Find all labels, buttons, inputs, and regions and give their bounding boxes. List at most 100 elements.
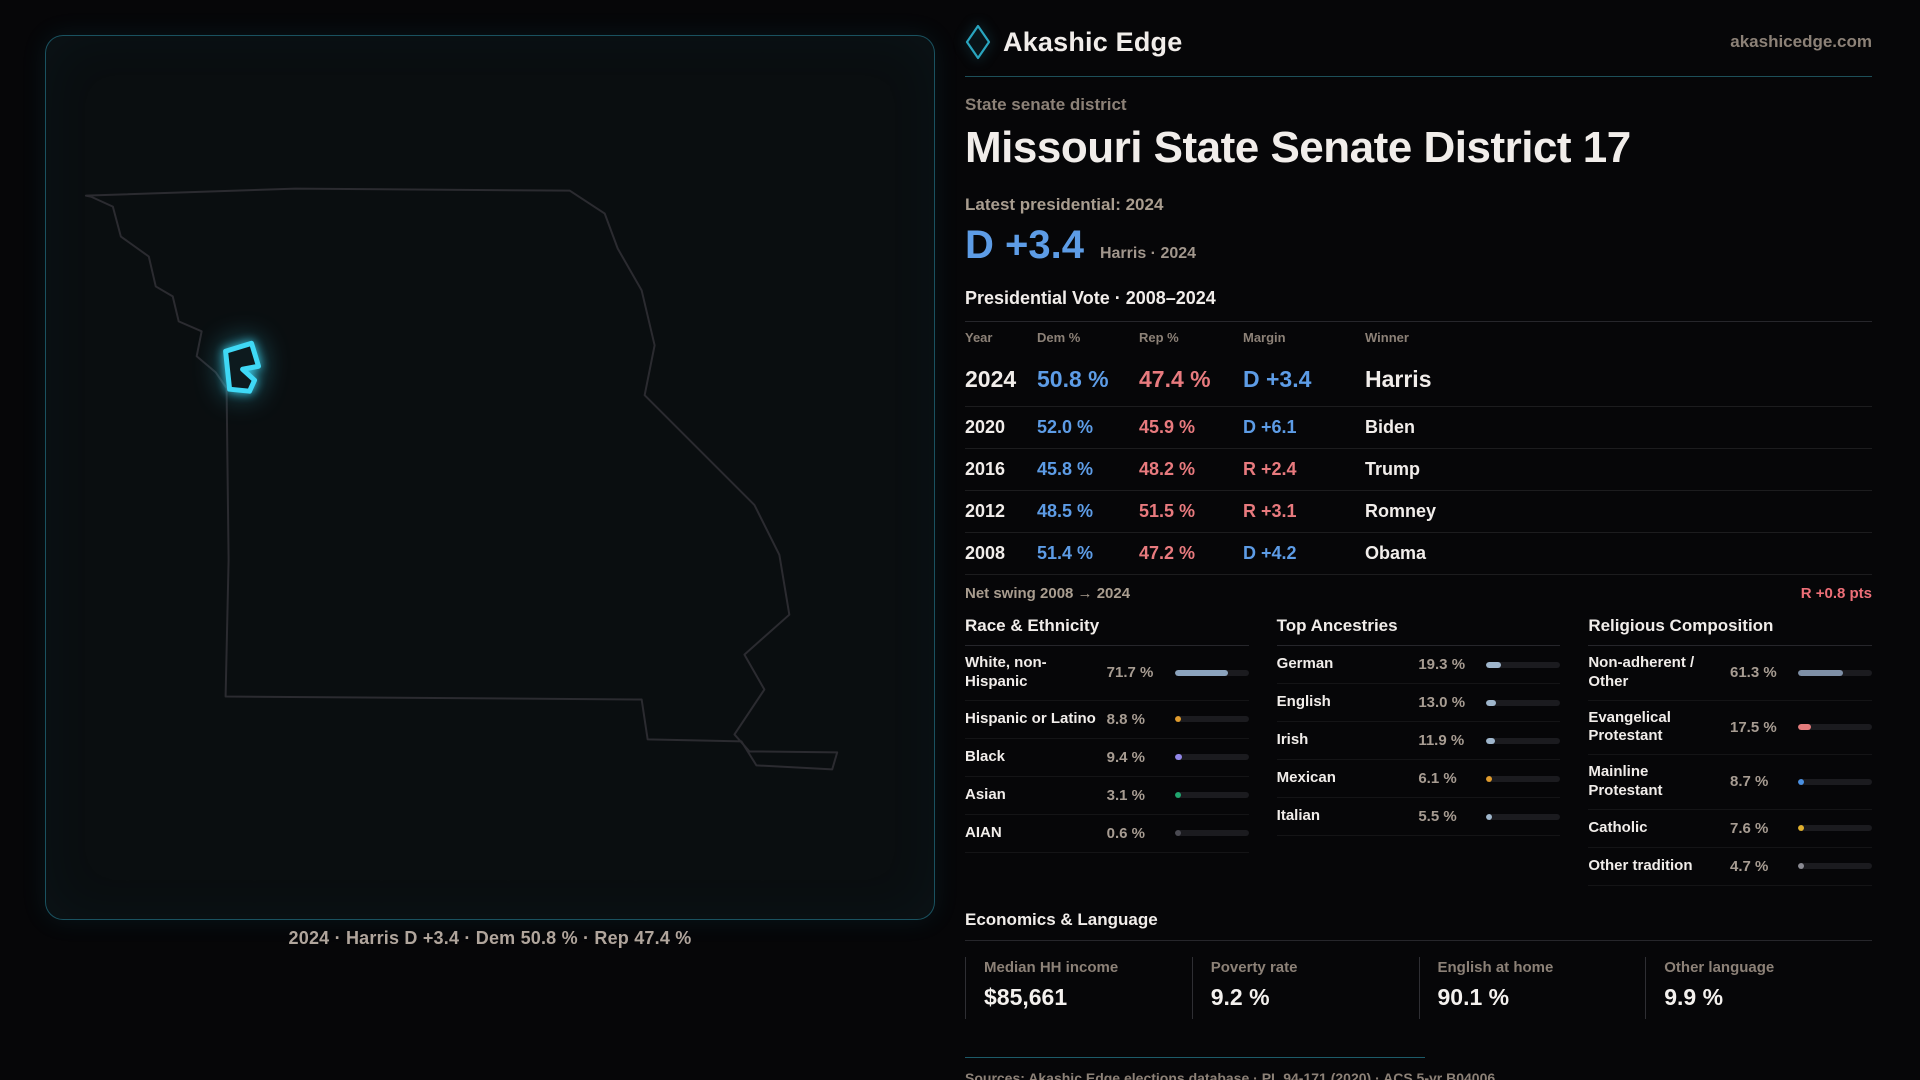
vote-winner: Biden [1365,417,1416,437]
demo-bar-fill [1174,754,1182,760]
demo-column: Race & Ethnicity White, non-Hispanic 71.7 … [965,616,1249,886]
brand-name: Akashic Edge [1003,26,1183,57]
stat-label: Other language [1664,958,1775,976]
site-link[interactable]: akashicedge.com [1730,32,1872,51]
stat-cell: Median HH income $85,661 [965,956,1192,1019]
demo-bar-fill [1174,669,1228,676]
demo-bar-fill [1486,661,1501,668]
vote-winner: Trump [1365,459,1421,479]
demo-bar-track [1174,754,1249,760]
vote-rep-pct: 45.9 % [1139,417,1196,437]
headline-result: D +3.4 Harris · 2024 [965,223,1872,268]
col-rep: Rep % [1139,330,1179,345]
demo-bar-track [1174,792,1249,798]
brand: Akashic Edge [965,24,1182,60]
demo-bar-fill [1797,863,1804,869]
kicker-label: State senate district [965,95,1127,114]
demo-bar-track [1797,863,1872,869]
vote-year: 2012 [965,501,1006,521]
vote-margin: D +6.1 [1243,417,1297,437]
vote-row: 2012 48.5 % 51.5 % R +3.1 Romney [965,491,1872,533]
demo-row: Mexican 6.1 % [1276,760,1561,798]
vote-winner: Obama [1365,543,1427,563]
demo-value: 19.3 % [1418,656,1466,673]
latest-presidential-label: Latest presidential: 2024 [965,195,1164,214]
demo-row: Asian 3.1 % [965,777,1249,815]
vote-rep-pct: 47.4 % [1139,366,1211,392]
demo-label: White, non-Hispanic [965,654,1047,690]
demo-bar-track [1486,737,1561,744]
demo-bar-fill [1486,699,1496,706]
demo-bar-track [1174,830,1249,836]
demo-row: White, non-Hispanic 71.7 % [965,646,1249,701]
demo-value: 3.1 % [1106,786,1146,804]
demo-bar-track [1174,669,1249,676]
demo-label: Catholic [1588,818,1648,836]
vote-dem-pct: 51.4 % [1037,543,1094,563]
stat-label: Poverty rate [1210,958,1298,976]
demo-row: Non-adherent / Other 61.3 % [1588,646,1872,701]
vote-year: 2020 [965,417,1006,437]
demo-column: Top Ancestries German 19.3 % English 13.0 % I… [1276,616,1561,886]
demo-label: Mainline Protestant [1588,763,1663,799]
demo-bar-fill [1797,825,1804,831]
demo-value: 13.0 % [1418,694,1466,711]
sources-line: Sources: Akashic Edge elections database… [965,1069,1496,1080]
demo-bar-fill [1486,813,1493,820]
demo-label: Mexican [1276,769,1336,787]
missouri-map [84,187,839,771]
demo-bar-track [1486,813,1561,820]
demo-bar-fill [1174,792,1181,798]
demo-row: Catholic 7.6 % [1588,810,1872,848]
stat-cell: English at home 90.1 % [1418,956,1646,1019]
vote-row: 2008 51.4 % 47.2 % D +4.2 Obama [965,533,1872,575]
vote-year: 2008 [965,543,1006,563]
stat-value: $85,661 [984,983,1068,1010]
map-caption: 2024 · Harris D +3.4 · Dem 50.8 % · Rep … [288,928,692,948]
demo-column-title: Top Ancestries [1276,616,1561,646]
net-swing-value: R +0.8 pts [1800,585,1872,602]
vote-margin: D +4.2 [1243,543,1297,563]
vote-dem-pct: 45.8 % [1037,459,1094,479]
demo-label: Black [965,747,1006,765]
demo-label: English [1276,693,1331,711]
stat-label: English at home [1437,958,1554,976]
col-year: Year [965,330,993,345]
vote-rep-pct: 48.2 % [1139,459,1196,479]
demo-label: Evangelical Protestant [1588,708,1671,745]
demo-label: Non-adherent / Other [1588,654,1695,690]
demo-column-title: Race & Ethnicity [965,616,1249,646]
demo-value: 4.7 % [1729,857,1769,875]
vote-table: Year Dem % Rep % Margin Winner 2024 50.8 … [965,321,1872,575]
demo-label: Italian [1276,807,1321,825]
vote-margin: D +3.4 [1243,366,1312,392]
state-map-card [45,35,935,920]
demo-row: Irish 11.9 % [1276,722,1561,760]
demo-bar-fill [1486,737,1496,744]
demo-label: AIAN [965,823,1002,841]
report-header: Akashic Edge akashicedge.com [965,24,1872,77]
vote-year: 2024 [965,366,1017,392]
headline-margin: D +3.4 [965,223,1084,267]
demo-value: 0.6 % [1106,824,1146,842]
vote-row: 2020 52.0 % 45.9 % D +6.1 Biden [965,407,1872,449]
footer-divider [965,1056,1425,1058]
demo-value: 9.4 % [1106,748,1146,766]
demo-bar-track [1486,775,1561,782]
vote-row: 2016 45.8 % 48.2 % R +2.4 Trump [965,449,1872,491]
headline-sub: Harris · 2024 [1099,245,1197,262]
demo-bar-track [1797,724,1872,731]
demo-bar-fill [1797,724,1811,731]
demo-row: Mainline Protestant 8.7 % [1588,755,1872,810]
demo-label: Hispanic or Latino [965,709,1096,727]
vote-margin: R +2.4 [1243,459,1297,479]
vote-table-title: Presidential Vote · 2008–2024 [965,288,1216,308]
district-report-panel: Akashic Edge akashicedge.com State senat… [965,24,1872,1080]
demo-label: Asian [965,785,1006,803]
demo-bar-track [1486,661,1561,668]
col-margin: Margin [1243,330,1286,345]
demo-value: 5.5 % [1418,808,1457,825]
net-swing-row: Net swing 2008 → 2024 R +0.8 pts [965,585,1872,602]
vote-dem-pct: 50.8 % [1037,366,1109,392]
demo-row: Evangelical Protestant 17.5 % [1588,701,1872,755]
